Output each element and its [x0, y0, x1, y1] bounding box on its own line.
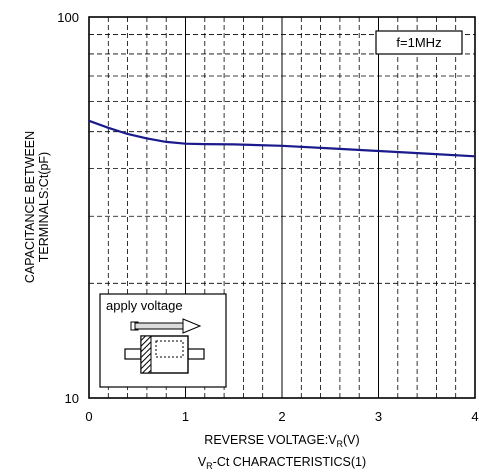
- chart-caption: VR-Ct CHARACTERISTICS(1): [198, 455, 366, 471]
- plot-frame: [88, 16, 476, 399]
- y-tick-label: 100: [57, 10, 79, 25]
- x-tick-label: 0: [85, 409, 92, 424]
- arrow-icon: [130, 318, 202, 334]
- y-axis-label-line1: CAPACITANCE BETWEEN: [23, 131, 37, 283]
- series-line: [88, 119, 476, 158]
- condition-label: f=1MHz: [396, 35, 441, 50]
- x-tick-label: 1: [182, 409, 189, 424]
- series-layer: [88, 119, 476, 158]
- x-tick-label: 2: [278, 409, 285, 424]
- tick-labels: 0 1 2 3 4 10 100: [57, 10, 478, 424]
- diode-icon: [124, 335, 205, 374]
- inset-label: apply voltage: [106, 298, 183, 313]
- x-axis-label: REVERSE VOLTAGE:VR(V): [204, 433, 359, 449]
- y-tick-label: 10: [65, 391, 79, 406]
- y-axis-label: CAPACITANCE BETWEEN TERMINALS:Ct(pF): [23, 131, 51, 283]
- inset-diagram: apply voltage: [99, 293, 227, 388]
- condition-box: [375, 30, 463, 55]
- y-axis-label-line2: TERMINALS:Ct(pF): [37, 152, 51, 262]
- x-tick-label: 3: [375, 409, 382, 424]
- x-tick-label: 4: [471, 409, 478, 424]
